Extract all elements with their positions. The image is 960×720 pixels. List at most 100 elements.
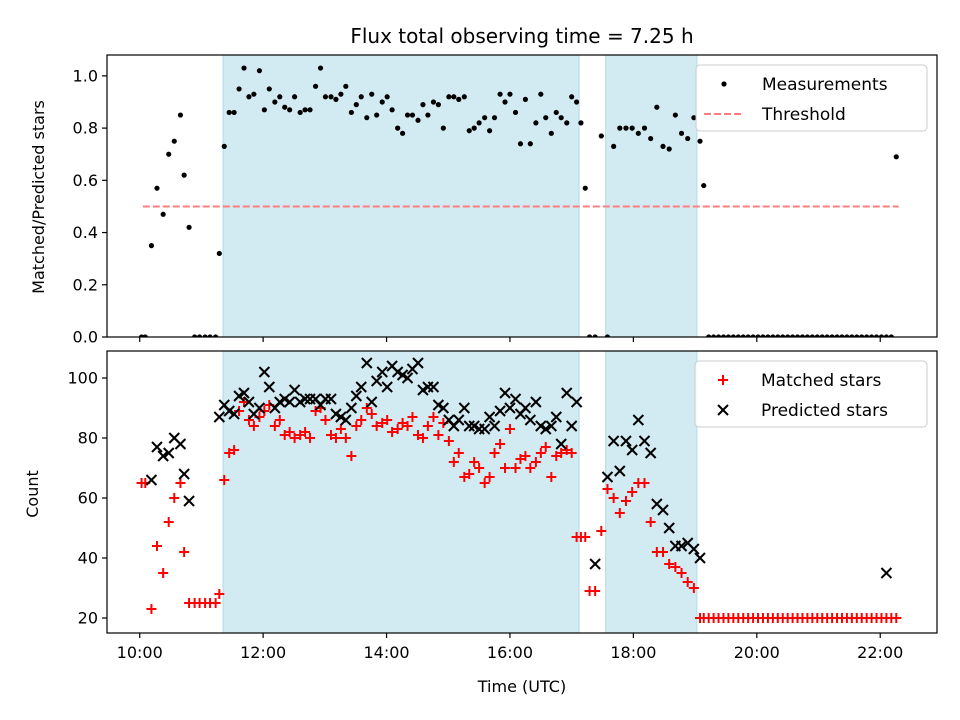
measurement-point — [369, 91, 375, 97]
measurement-point — [725, 334, 732, 337]
predicted-stars-marker — [183, 495, 195, 507]
measurement-point — [466, 128, 472, 134]
matched-stars-marker — [645, 517, 656, 527]
x-tick-label: 16:00 — [487, 643, 533, 662]
y-tick-label: 80 — [78, 429, 98, 448]
matched-stars-marker — [284, 427, 295, 437]
matched-stars-marker — [351, 421, 362, 431]
predicted-stars-marker — [463, 420, 475, 432]
predicted-stars-marker — [589, 558, 601, 570]
predicted-stars-marker — [228, 408, 240, 420]
measurement-point — [461, 94, 467, 100]
measurement-point — [451, 94, 457, 100]
measurement-point — [864, 334, 870, 337]
measurement-point — [635, 130, 641, 136]
predicted-stars-marker — [288, 384, 301, 396]
measurement-point — [697, 138, 703, 144]
measurement-point — [517, 141, 524, 147]
measurement-point — [730, 334, 736, 337]
matched-stars-marker — [469, 457, 480, 467]
predicted-stars-marker — [453, 414, 465, 426]
measurement-point — [297, 109, 303, 116]
predicted-stars-marker — [644, 447, 657, 459]
predicted-stars-marker — [880, 567, 893, 579]
matched-stars-marker — [146, 604, 157, 614]
chart-title: Flux total observing time = 7.25 h — [350, 24, 693, 48]
legend-marker-measurements — [721, 81, 727, 87]
matched-stars-marker — [214, 589, 225, 599]
measurement-point — [409, 112, 416, 118]
measurement-point — [430, 99, 437, 105]
matched-stars-marker — [484, 472, 495, 482]
matched-stars-marker — [614, 508, 625, 518]
predicted-stars-marker — [601, 471, 614, 483]
measurement-point — [399, 130, 406, 136]
measurement-point — [312, 83, 319, 89]
measurement-point — [735, 334, 741, 337]
y-tick-label: 0.8 — [73, 119, 98, 138]
measurement-point — [221, 143, 227, 149]
matched-stars-marker — [688, 583, 699, 593]
y-tick-label: 0.4 — [73, 223, 98, 242]
measurement-point — [266, 86, 272, 92]
measurement-point — [691, 115, 697, 121]
predicted-stars-marker — [263, 381, 276, 393]
matched-stars-marker — [163, 517, 174, 527]
measurement-point — [374, 112, 380, 118]
matched-stars-marker — [479, 478, 490, 488]
measurement-point — [824, 334, 830, 337]
measurement-point — [666, 146, 672, 152]
matched-stars-marker — [179, 547, 190, 557]
measurement-point — [231, 109, 237, 116]
predicted-stars-marker — [376, 366, 388, 378]
predicted-stars-marker — [657, 504, 669, 516]
predicted-stars-marker — [355, 381, 367, 393]
predicted-stars-marker — [299, 393, 311, 405]
measurement-point — [333, 96, 339, 102]
measurement-point — [854, 334, 860, 337]
measurement-point — [389, 107, 395, 113]
matched-stars-marker — [387, 427, 398, 437]
predicted-stars-marker — [174, 438, 187, 450]
measurement-point — [548, 130, 554, 136]
predicted-stars-marker — [620, 435, 632, 447]
measurement-point — [142, 334, 148, 337]
measurement-point — [213, 334, 219, 337]
y-tick-label: 0.2 — [73, 275, 98, 294]
matched-stars-marker — [274, 415, 285, 425]
predicted-stars-marker — [550, 411, 562, 423]
measurement-point — [574, 99, 580, 105]
measurement-point — [471, 125, 477, 131]
matched-stars-marker — [639, 478, 650, 488]
measurement-point — [617, 125, 623, 131]
x-axis-label: Time (UTC) — [477, 677, 566, 696]
measurement-point — [338, 91, 344, 97]
x-tick-label: 22:00 — [857, 643, 903, 662]
measurement-point — [456, 96, 462, 102]
measurement-point — [543, 115, 549, 121]
count-panel: 20 40 60 80 100 10:00 12:00 14:00 16:00 18:00 20:0… — [67, 350, 938, 662]
matched-stars-marker — [169, 493, 180, 503]
predicted-stars-marker — [561, 387, 573, 399]
predicted-stars-marker — [381, 381, 393, 393]
predicted-stars-marker — [458, 402, 471, 414]
measurement-point — [859, 334, 865, 337]
measurement-point — [307, 107, 313, 113]
measurement-point — [760, 334, 766, 337]
measurement-point — [819, 334, 825, 337]
measurement-point — [241, 65, 247, 71]
legend: Measurements Threshold — [695, 64, 928, 132]
predicted-stars-marker — [478, 423, 491, 435]
measurement-point — [578, 120, 584, 126]
measurement-point — [291, 94, 298, 100]
measurement-point — [765, 334, 771, 337]
y-tick-label: 40 — [78, 549, 98, 568]
predicted-stars-marker — [283, 396, 296, 408]
measurement-point — [328, 94, 334, 100]
measurement-point — [809, 334, 815, 337]
measurement-point — [558, 115, 564, 121]
legend-label: Predicted stars — [761, 401, 888, 421]
predicted-stars-marker — [345, 402, 358, 414]
measurement-point — [794, 334, 801, 337]
measurement-point — [226, 109, 232, 116]
